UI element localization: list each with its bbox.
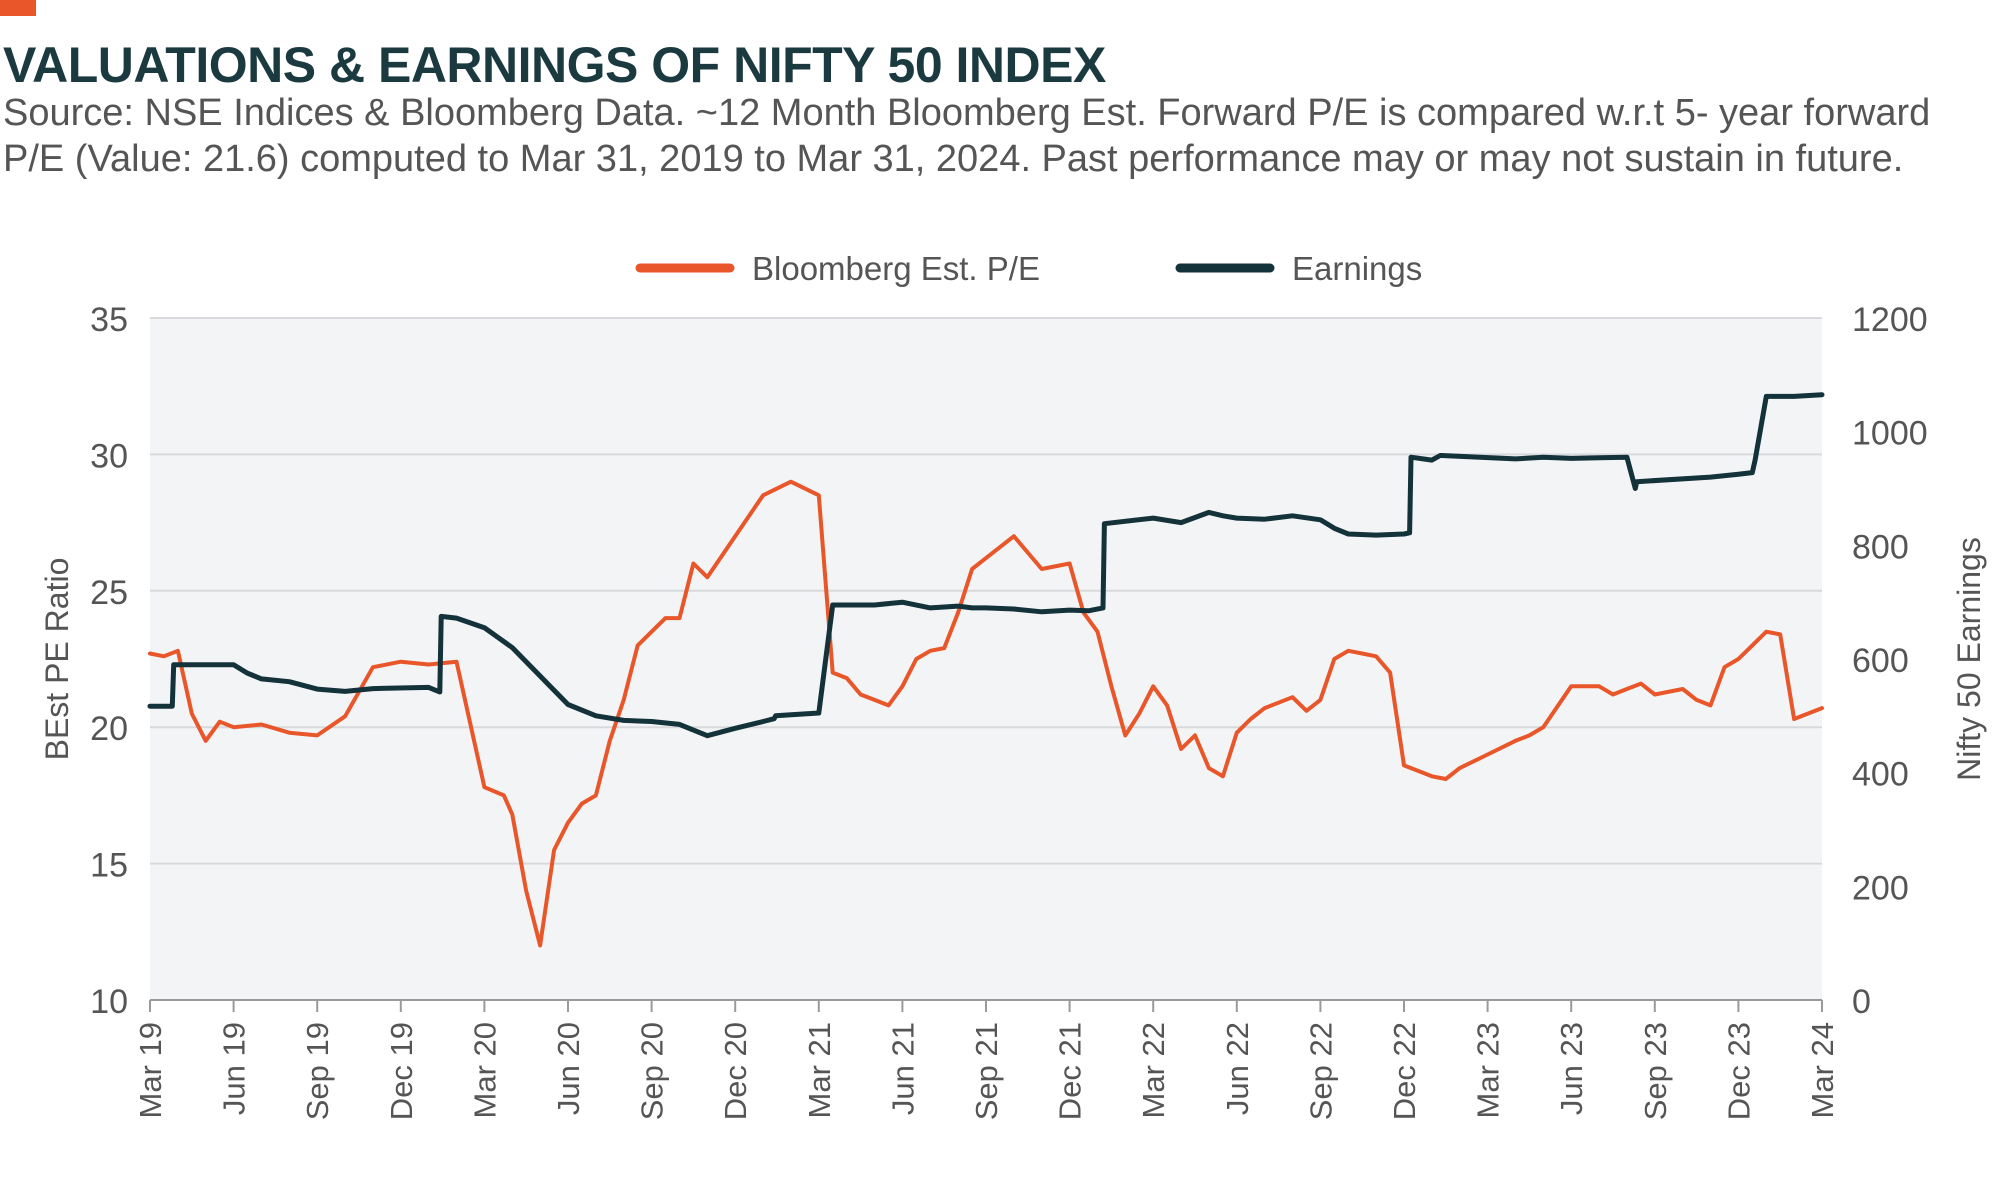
right-tick-label: 1200 bbox=[1852, 301, 1928, 339]
right-axis-ticks: 0 200 400 600 800 1000 1200 bbox=[1852, 301, 1928, 1021]
x-tick-label: Dec 19 bbox=[384, 1022, 419, 1120]
plot-area bbox=[150, 318, 1822, 1000]
chart-subtitle: Source: NSE Indices & Bloomberg Data. ~1… bbox=[3, 92, 1931, 180]
earnings-series-line bbox=[147, 392, 1825, 739]
x-axis-ticks: Mar 19 Jun 19 Sep 19 Dec 19 Mar 20 Jun 20 Sep … bbox=[133, 999, 1840, 1120]
x-tick-label: Jun 21 bbox=[885, 1022, 920, 1115]
x-tick-label: Mar 22 bbox=[1136, 1022, 1171, 1118]
x-tick-label: Jun 19 bbox=[217, 1022, 252, 1115]
x-tick-label: Jun 22 bbox=[1220, 1022, 1255, 1115]
legend-earnings: Earnings bbox=[1175, 250, 1422, 287]
x-tick-label: Sep 20 bbox=[635, 1022, 670, 1120]
pe-series-line bbox=[148, 479, 1824, 948]
right-tick-label: 400 bbox=[1852, 756, 1909, 794]
accent-bar bbox=[0, 0, 36, 16]
x-tick-label: Dec 20 bbox=[718, 1022, 753, 1120]
x-tick-label: Sep 19 bbox=[300, 1022, 335, 1120]
right-tick-label: 200 bbox=[1852, 869, 1909, 907]
x-tick-label: Mar 24 bbox=[1805, 1022, 1840, 1118]
x-tick-label: Dec 23 bbox=[1721, 1022, 1756, 1120]
legend: Bloomberg Est. P/E Earnings bbox=[635, 250, 1422, 287]
legend-label: Earnings bbox=[1292, 250, 1422, 287]
x-tick-label: Mar 20 bbox=[467, 1022, 502, 1118]
left-tick-label: 20 bbox=[90, 710, 128, 748]
chart-title: VALUATIONS & EARNINGS OF NIFTY 50 INDEX bbox=[3, 37, 1106, 93]
x-tick-label: Dec 21 bbox=[1053, 1022, 1088, 1120]
right-tick-label: 0 bbox=[1852, 983, 1871, 1021]
x-tick-label: Sep 21 bbox=[969, 1022, 1004, 1120]
x-tick-label: Sep 22 bbox=[1303, 1022, 1338, 1120]
left-tick-label: 35 bbox=[90, 301, 128, 339]
left-tick-label: 10 bbox=[90, 983, 128, 1021]
x-tick-label: Jun 20 bbox=[551, 1022, 586, 1115]
left-tick-label: 25 bbox=[90, 574, 128, 612]
right-tick-label: 1000 bbox=[1852, 415, 1928, 453]
x-tick-label: Mar 21 bbox=[802, 1022, 837, 1118]
left-axis-ticks: 10 15 20 25 30 35 bbox=[90, 301, 128, 1021]
legend-pe: Bloomberg Est. P/E bbox=[635, 250, 1040, 287]
axis-titles: BEst PE Ratio Nifty 50 Earnings bbox=[39, 537, 1987, 781]
left-tick-label: 15 bbox=[90, 847, 128, 885]
x-tick-label: Jun 23 bbox=[1554, 1022, 1589, 1115]
left-tick-label: 30 bbox=[90, 437, 128, 475]
series-lines bbox=[147, 392, 1825, 948]
right-tick-label: 800 bbox=[1852, 528, 1909, 566]
x-tick-label: Mar 23 bbox=[1471, 1022, 1506, 1118]
right-tick-label: 600 bbox=[1852, 642, 1909, 680]
left-axis-title: BEst PE Ratio bbox=[39, 558, 75, 761]
right-axis-title: Nifty 50 Earnings bbox=[1951, 537, 1987, 781]
x-tick-label: Sep 23 bbox=[1638, 1022, 1673, 1120]
legend-label: Bloomberg Est. P/E bbox=[752, 250, 1040, 287]
x-tick-label: Dec 22 bbox=[1387, 1022, 1422, 1120]
x-tick-label: Mar 19 bbox=[133, 1022, 168, 1118]
